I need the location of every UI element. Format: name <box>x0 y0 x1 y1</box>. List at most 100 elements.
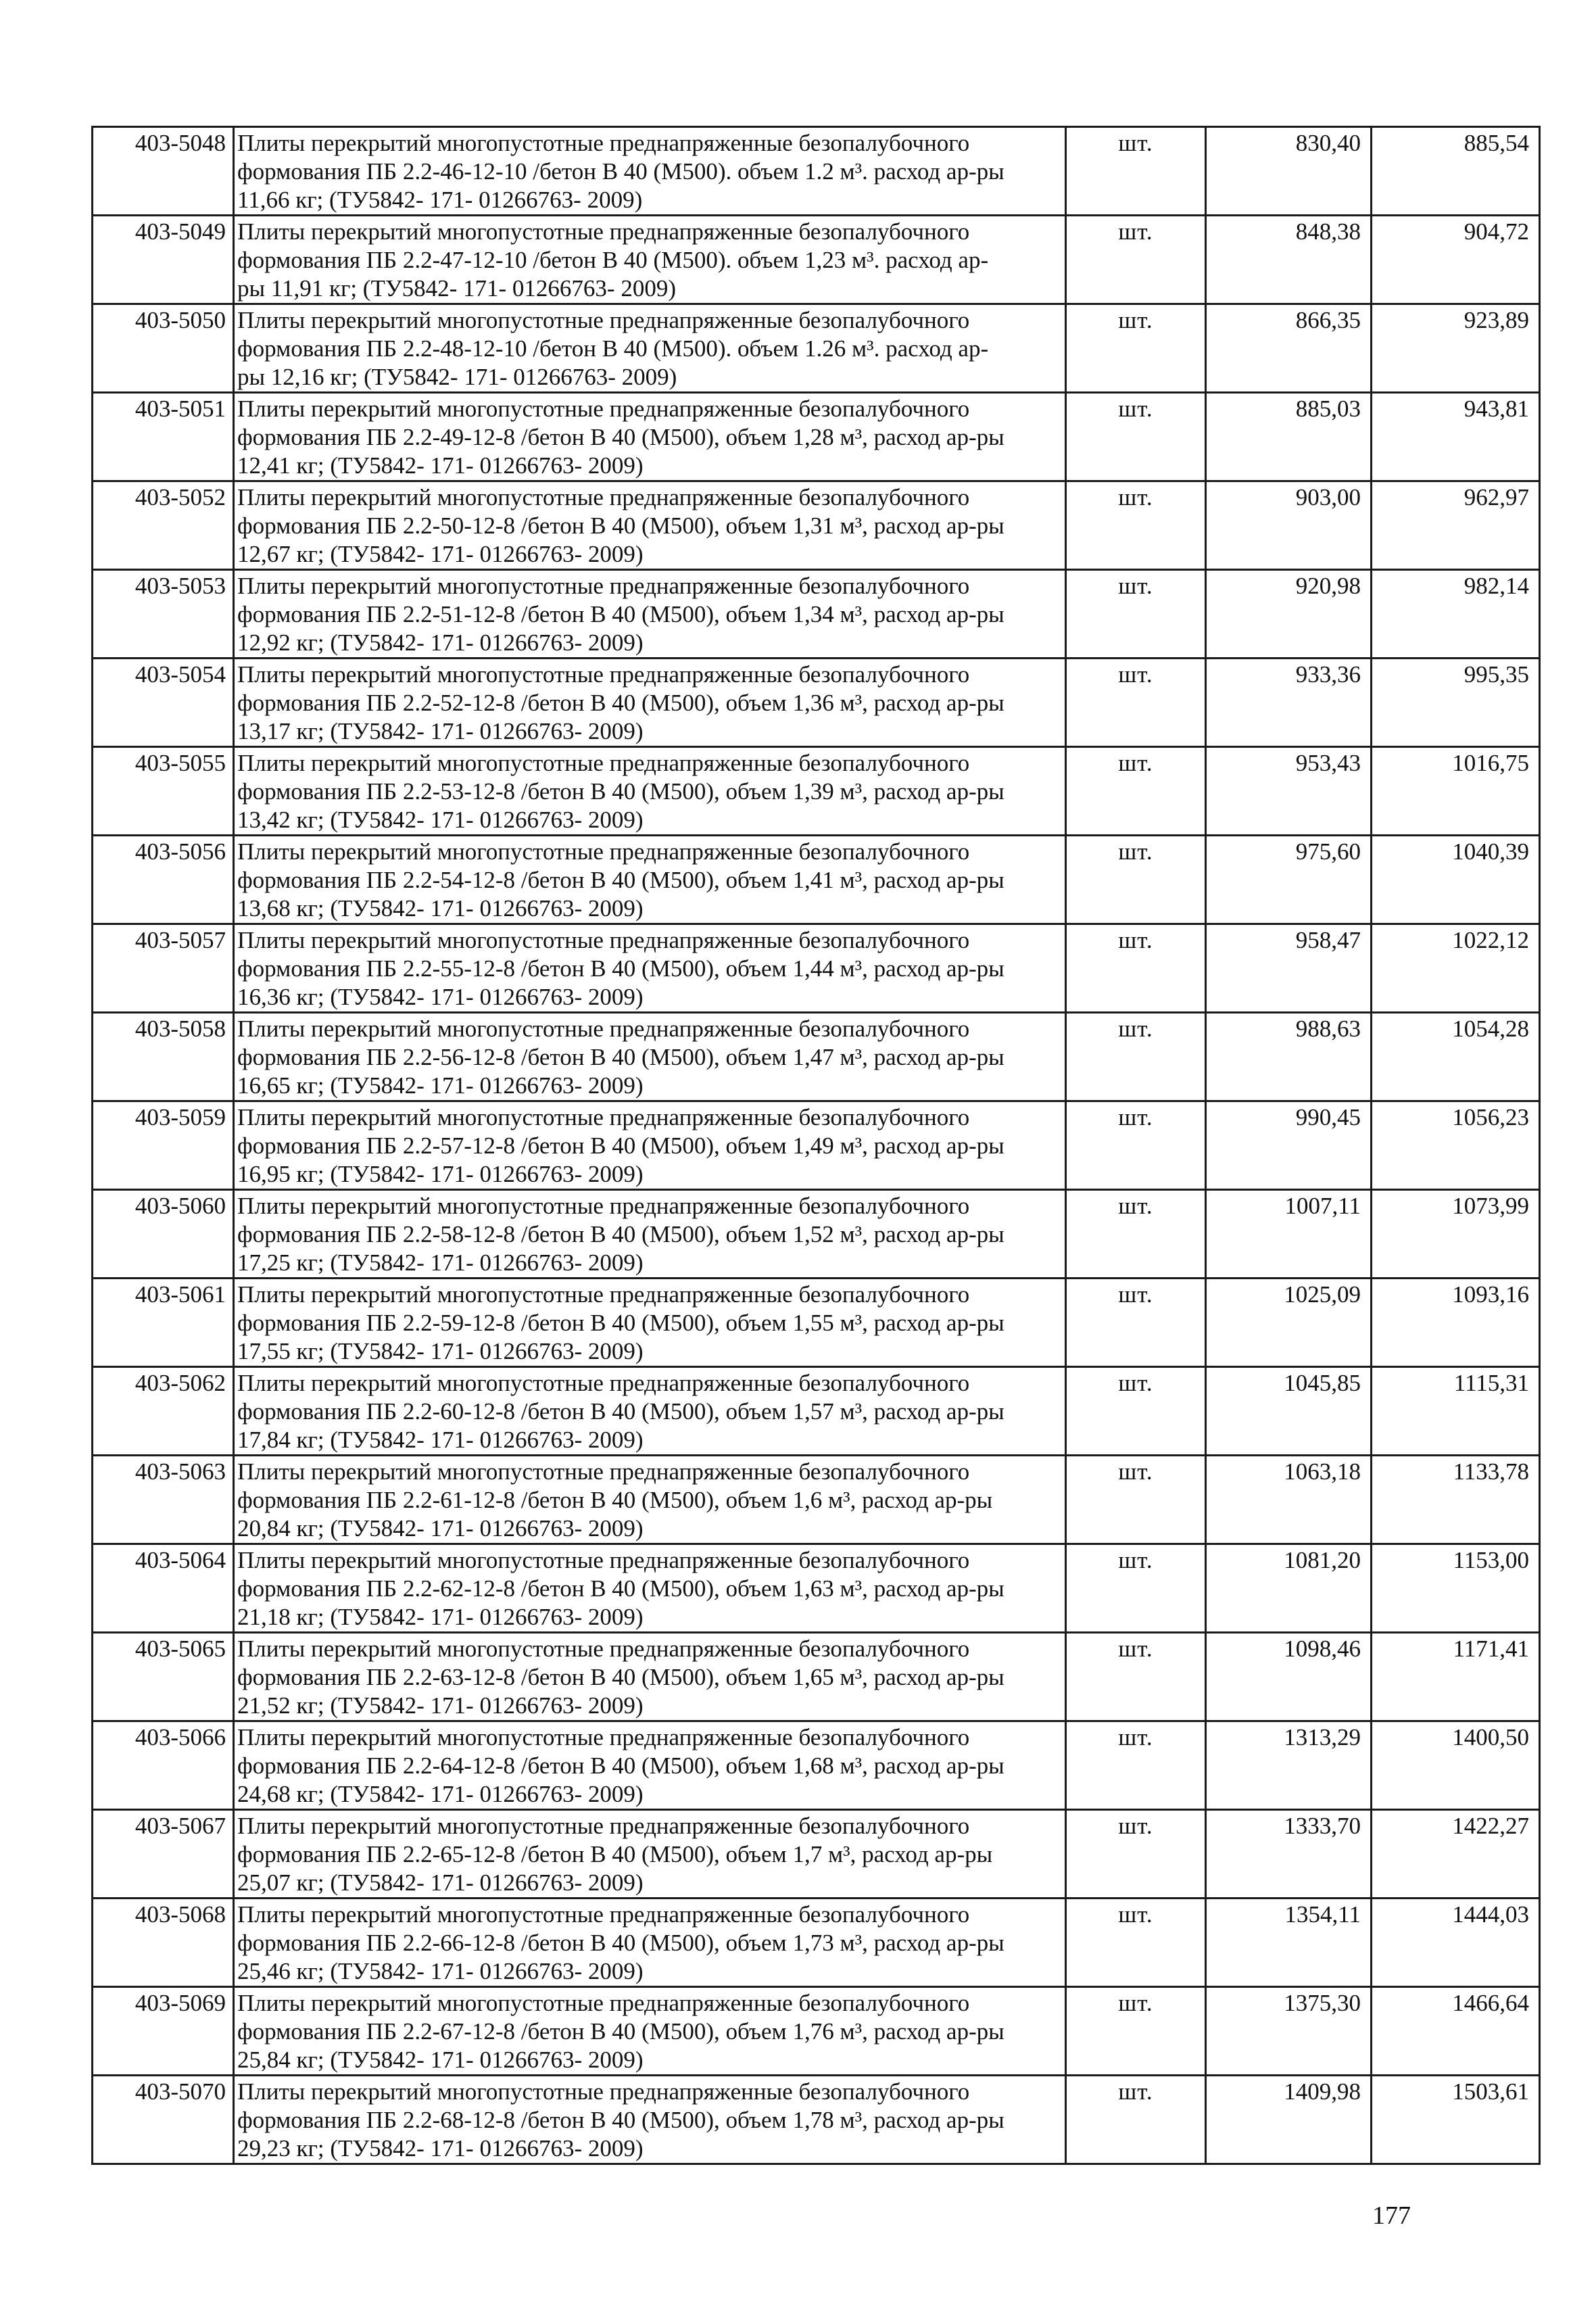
description-line: Плиты перекрытий многопустотные преднапр… <box>237 838 970 865</box>
description-line: Плиты перекрытий многопустотные преднапр… <box>237 307 970 333</box>
price-without-vat: 885,03 <box>1205 391 1372 482</box>
table-row: 403-5053 Плиты перекрытий многопустотные … <box>91 569 1541 659</box>
description-line: Плиты перекрытий многопустотные преднапр… <box>237 661 970 688</box>
item-code: 403-5061 <box>91 1277 235 1368</box>
item-unit: шт. <box>1065 126 1207 216</box>
item-code: 403-5065 <box>91 1631 235 1722</box>
item-description: Плиты перекрытий многопустотные преднапр… <box>233 1454 1067 1545</box>
item-unit: шт. <box>1065 1720 1207 1811</box>
item-description: Плиты перекрытий многопустотные преднапр… <box>233 1366 1067 1456</box>
price-with-extra: 1153,00 <box>1370 1543 1541 1633</box>
item-code: 403-5070 <box>91 2074 235 2165</box>
price-table-body: 403-5048 Плиты перекрытий многопустотные … <box>91 126 1541 2165</box>
description-line: 12,41 кг; (ТУ5842- 171- 01266763- 2009) <box>237 452 644 479</box>
description-line: 20,84 кг; (ТУ5842- 171- 01266763- 2009) <box>237 1515 644 1542</box>
description-line: формования ПБ 2.2-46-12-10 /бетон В 40 (… <box>237 158 1005 185</box>
price-with-extra: 1022,12 <box>1370 923 1541 1013</box>
price-table: 403-5048 Плиты перекрытий многопустотные … <box>91 126 1541 2165</box>
item-description: Плиты перекрытий многопустотные преднапр… <box>233 303 1067 393</box>
description-line: Плиты перекрытий многопустотные преднапр… <box>237 573 970 599</box>
item-code: 403-5066 <box>91 1720 235 1811</box>
item-code: 403-5060 <box>91 1189 235 1279</box>
description-line: 21,52 кг; (ТУ5842- 171- 01266763- 2009) <box>237 1692 644 1719</box>
item-description: Плиты перекрытий многопустотные преднапр… <box>233 1986 1067 2076</box>
price-with-extra: 1073,99 <box>1370 1189 1541 1279</box>
price-without-vat: 933,36 <box>1205 657 1372 748</box>
item-unit: шт. <box>1065 1100 1207 1191</box>
item-unit: шт. <box>1065 391 1207 482</box>
item-description: Плиты перекрытий многопустотные преднапр… <box>233 1543 1067 1633</box>
price-with-extra: 1503,61 <box>1370 2074 1541 2165</box>
item-description: Плиты перекрытий многопустотные преднапр… <box>233 1897 1067 1988</box>
description-line: 13,68 кг; (ТУ5842- 171- 01266763- 2009) <box>237 895 644 922</box>
description-line: формования ПБ 2.2-59-12-8 /бетон В 40 (М… <box>237 1310 1005 1336</box>
description-line: формования ПБ 2.2-52-12-8 /бетон В 40 (М… <box>237 690 1005 716</box>
page-number: 177 <box>1372 2201 1411 2230</box>
description-line: Плиты перекрытий многопустотные преднапр… <box>237 1990 970 2016</box>
item-code: 403-5048 <box>91 126 235 216</box>
item-unit: шт. <box>1065 214 1207 305</box>
table-row: 403-5050 Плиты перекрытий многопустотные … <box>91 303 1541 393</box>
table-row: 403-5069 Плиты перекрытий многопустотные … <box>91 1986 1541 2076</box>
item-description: Плиты перекрытий многопустотные преднапр… <box>233 1100 1067 1191</box>
description-line: Плиты перекрытий многопустотные преднапр… <box>237 927 970 953</box>
price-with-extra: 1422,27 <box>1370 1809 1541 1899</box>
price-with-extra: 1054,28 <box>1370 1011 1541 1102</box>
description-line: Плиты перекрытий многопустотные преднапр… <box>237 1724 970 1750</box>
description-line: формования ПБ 2.2-66-12-8 /бетон В 40 (М… <box>237 1930 1005 1956</box>
item-unit: шт. <box>1065 1366 1207 1456</box>
description-line: Плиты перекрытий многопустотные преднапр… <box>237 750 970 776</box>
table-row: 403-5066 Плиты перекрытий многопустотные … <box>91 1720 1541 1811</box>
description-line: формования ПБ 2.2-67-12-8 /бетон В 40 (М… <box>237 2018 1005 2045</box>
price-without-vat: 1063,18 <box>1205 1454 1372 1545</box>
item-code: 403-5050 <box>91 303 235 393</box>
description-line: 16,36 кг; (ТУ5842- 171- 01266763- 2009) <box>237 984 644 1010</box>
price-without-vat: 866,35 <box>1205 303 1372 393</box>
item-code: 403-5068 <box>91 1897 235 1988</box>
item-description: Плиты перекрытий многопустотные преднапр… <box>233 391 1067 482</box>
price-with-extra: 943,81 <box>1370 391 1541 482</box>
price-with-extra: 1016,75 <box>1370 746 1541 836</box>
description-line: 24,68 кг; (ТУ5842- 171- 01266763- 2009) <box>237 1781 644 1807</box>
description-line: ры 12,16 кг; (ТУ5842- 171- 01266763- 200… <box>237 364 677 390</box>
item-code: 403-5053 <box>91 569 235 659</box>
price-without-vat: 1098,46 <box>1205 1631 1372 1722</box>
description-line: 17,84 кг; (ТУ5842- 171- 01266763- 2009) <box>237 1427 644 1453</box>
price-without-vat: 1333,70 <box>1205 1809 1372 1899</box>
item-unit: шт. <box>1065 1277 1207 1368</box>
description-line: формования ПБ 2.2-48-12-10 /бетон В 40 (… <box>237 335 989 362</box>
table-row: 403-5064 Плиты перекрытий многопустотные … <box>91 1543 1541 1633</box>
description-line: формования ПБ 2.2-57-12-8 /бетон В 40 (М… <box>237 1132 1005 1159</box>
price-with-extra: 1466,64 <box>1370 1986 1541 2076</box>
description-line: Плиты перекрытий многопустотные преднапр… <box>237 1016 970 1042</box>
price-with-extra: 1444,03 <box>1370 1897 1541 1988</box>
item-code: 403-5056 <box>91 834 235 925</box>
item-code: 403-5054 <box>91 657 235 748</box>
item-description: Плиты перекрытий многопустотные преднапр… <box>233 1189 1067 1279</box>
description-line: формования ПБ 2.2-55-12-8 /бетон В 40 (М… <box>237 955 1005 982</box>
item-unit: шт. <box>1065 1543 1207 1633</box>
price-with-extra: 1115,31 <box>1370 1366 1541 1456</box>
description-line: формования ПБ 2.2-68-12-8 /бетон В 40 (М… <box>237 2107 1005 2133</box>
description-line: формования ПБ 2.2-64-12-8 /бетон В 40 (М… <box>237 1752 1005 1779</box>
price-without-vat: 1081,20 <box>1205 1543 1372 1633</box>
price-without-vat: 1313,29 <box>1205 1720 1372 1811</box>
price-without-vat: 1375,30 <box>1205 1986 1372 2076</box>
item-description: Плиты перекрытий многопустотные преднапр… <box>233 1277 1067 1368</box>
item-description: Плиты перекрытий многопустотные преднапр… <box>233 569 1067 659</box>
description-line: 12,92 кг; (ТУ5842- 171- 01266763- 2009) <box>237 629 644 656</box>
table-row: 403-5056 Плиты перекрытий многопустотные … <box>91 834 1541 925</box>
description-line: формования ПБ 2.2-50-12-8 /бетон В 40 (М… <box>237 512 1005 539</box>
price-without-vat: 958,47 <box>1205 923 1372 1013</box>
table-row: 403-5057 Плиты перекрытий многопустотные … <box>91 923 1541 1013</box>
description-line: формования ПБ 2.2-60-12-8 /бетон В 40 (М… <box>237 1398 1005 1425</box>
item-description: Плиты перекрытий многопустотные преднапр… <box>233 1011 1067 1102</box>
price-without-vat: 1025,09 <box>1205 1277 1372 1368</box>
price-with-extra: 885,54 <box>1370 126 1541 216</box>
price-without-vat: 830,40 <box>1205 126 1372 216</box>
description-line: формования ПБ 2.2-62-12-8 /бетон В 40 (М… <box>237 1575 1005 1602</box>
table-row: 403-5060 Плиты перекрытий многопустотные … <box>91 1189 1541 1279</box>
description-line: 17,55 кг; (ТУ5842- 171- 01266763- 2009) <box>237 1338 644 1364</box>
price-with-extra: 1093,16 <box>1370 1277 1541 1368</box>
description-line: Плиты перекрытий многопустотные преднапр… <box>237 484 970 510</box>
